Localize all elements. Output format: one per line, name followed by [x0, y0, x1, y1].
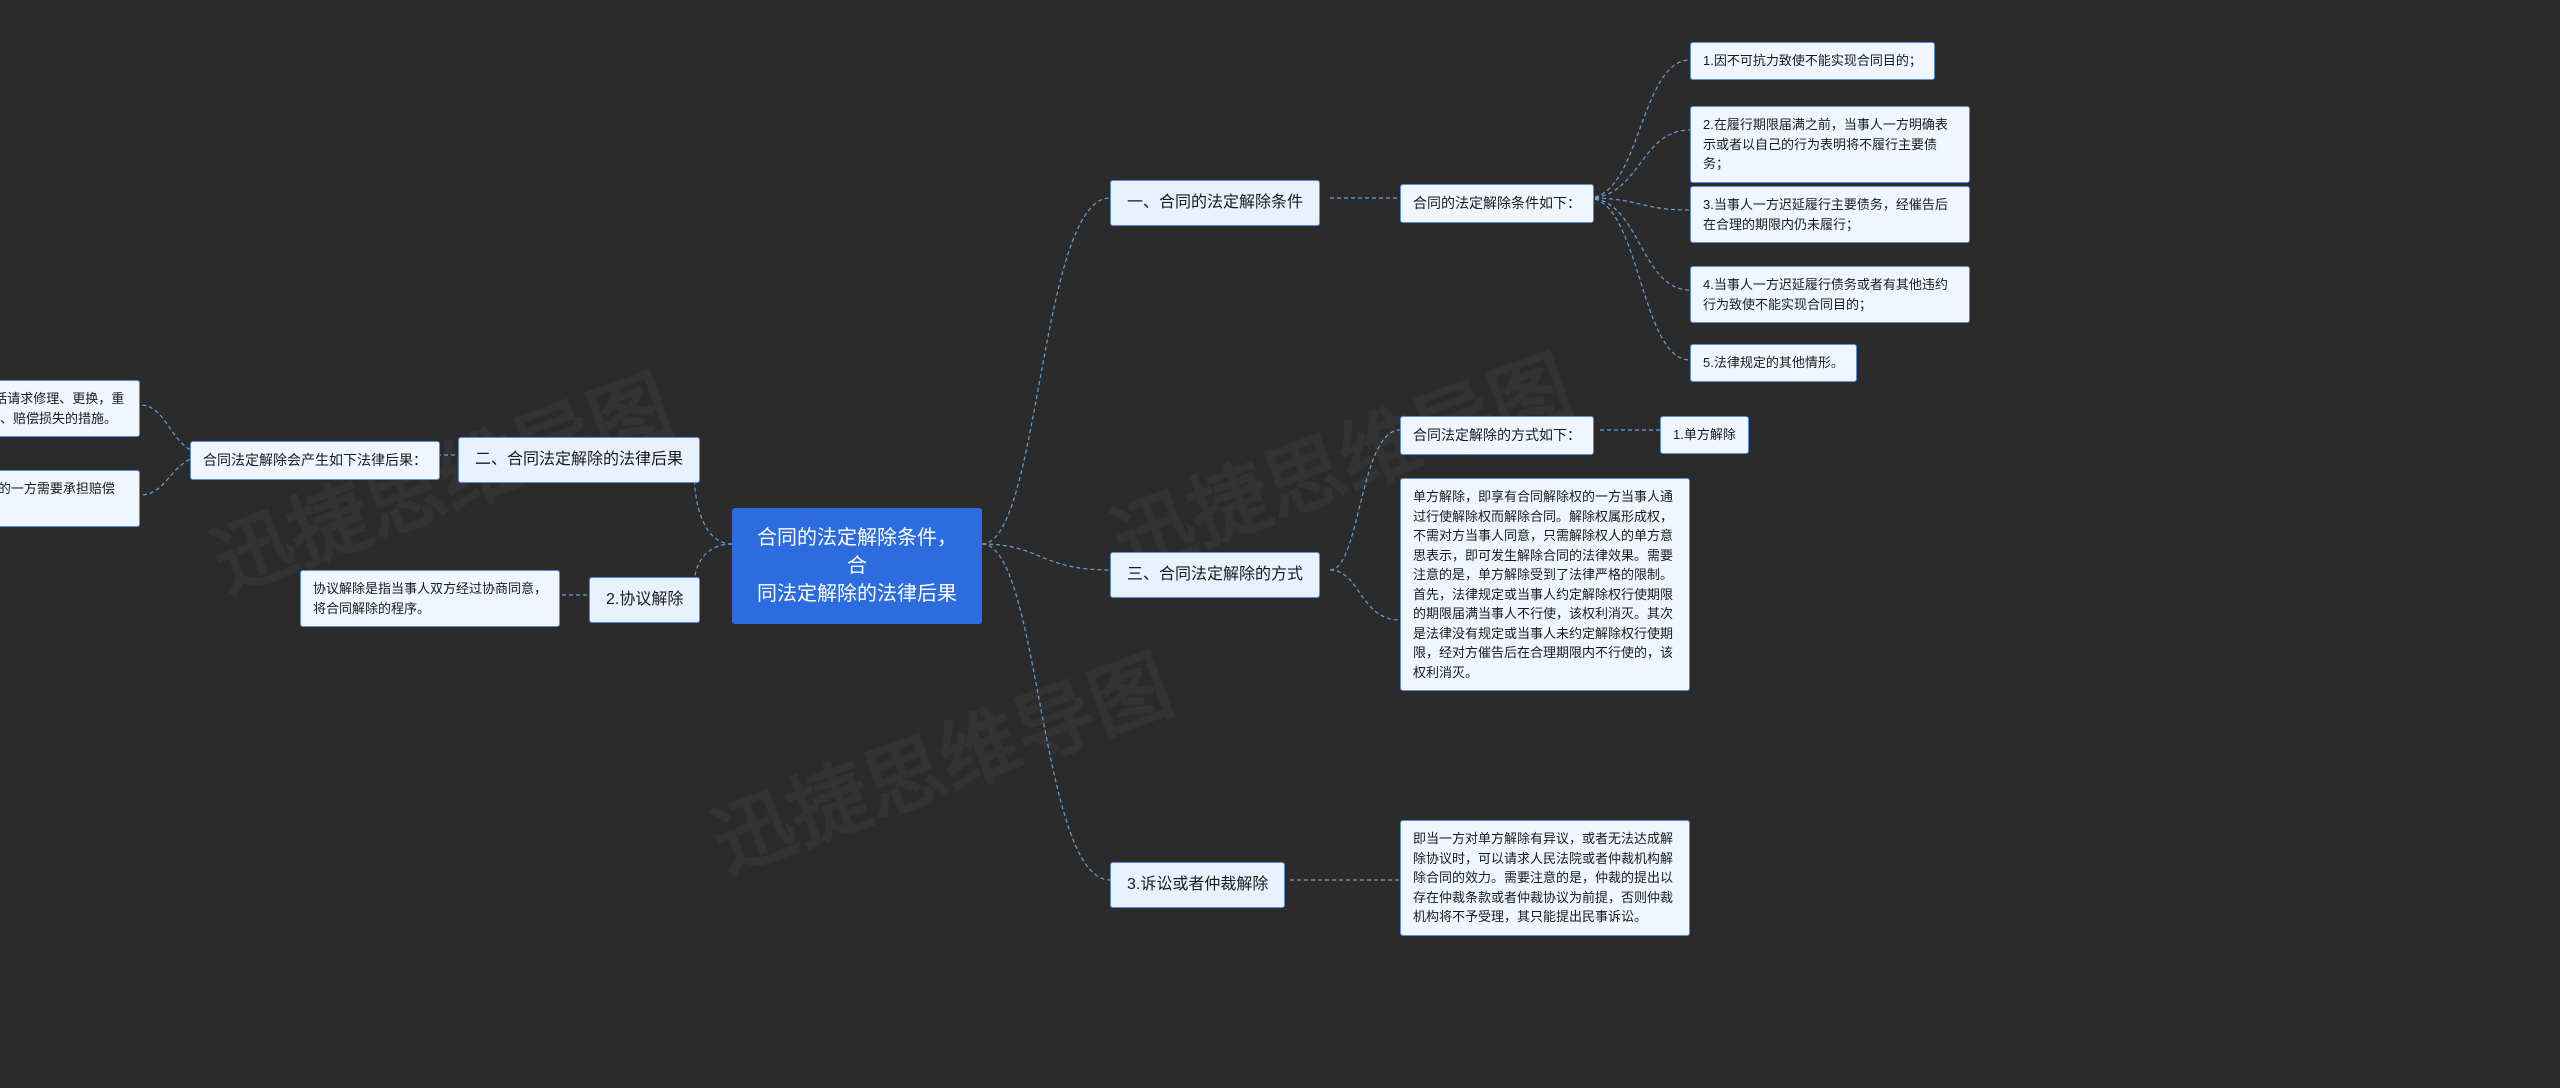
watermark: 迅捷思维导图: [695, 621, 1186, 894]
root-line2: 同法定解除的法律后果: [757, 583, 957, 605]
root-node: 合同的法定解除条件，合 同法定解除的法律后果: [732, 508, 982, 624]
branch-2b: 2.协议解除: [589, 577, 700, 623]
root-line1: 合同的法定解除条件，合: [757, 527, 957, 577]
branch-1-leaf-1: 1.因不可抗力致使不能实现合同目的；: [1690, 42, 1935, 80]
branch-3-detail: 单方解除，即享有合同解除权的一方当事人通过行使解除权而解除合同。解除权属形成权，…: [1400, 478, 1690, 691]
branch-1: 一、合同的法定解除条件: [1110, 180, 1320, 226]
branch-3-sub1: 合同法定解除的方式如下：: [1400, 416, 1594, 455]
branch-3-sub1-leaf: 1.单方解除: [1660, 416, 1749, 454]
branch-2-sub: 合同法定解除会产生如下法律后果：: [190, 441, 440, 480]
branch-2-leaf-1: 2其他补救措施，包括请求修理、更换，重作、减价支付违约金、赔偿损失的措施。: [0, 380, 140, 437]
branch-3b: 3.诉讼或者仲裁解除: [1110, 862, 1285, 908]
branch-1-leaf-3: 3.当事人一方迟延履行主要债务，经催告后在合理的期限内仍未履行；: [1690, 186, 1970, 243]
branch-1-leaf-5: 5.法律规定的其他情形。: [1690, 344, 1857, 382]
branch-3: 三、合同法定解除的方式: [1110, 552, 1320, 598]
branch-1-leaf-4: 4.当事人一方迟延履行债务或者有其他违约行为致使不能实现合同目的；: [1690, 266, 1970, 323]
branch-2: 二、合同法定解除的法律后果: [458, 437, 700, 483]
branch-1-leaf-2: 2.在履行期限届满之前，当事人一方明确表示或者以自己的行为表明将不履行主要债务；: [1690, 106, 1970, 183]
branch-2b-detail: 协议解除是指当事人双方经过协商同意，将合同解除的程序。: [300, 570, 560, 627]
branch-1-sub: 合同的法定解除条件如下：: [1400, 184, 1594, 223]
connector-layer: [0, 0, 2560, 1088]
branch-3b-detail: 即当一方对单方解除有异议，或者无法达成解除协议时，可以请求人民法院或者仲裁机构解…: [1400, 820, 1690, 936]
branch-2-leaf-2: 3.赔偿损失，即违约的一方需要承担赔偿损失的违约责任。: [0, 470, 140, 527]
